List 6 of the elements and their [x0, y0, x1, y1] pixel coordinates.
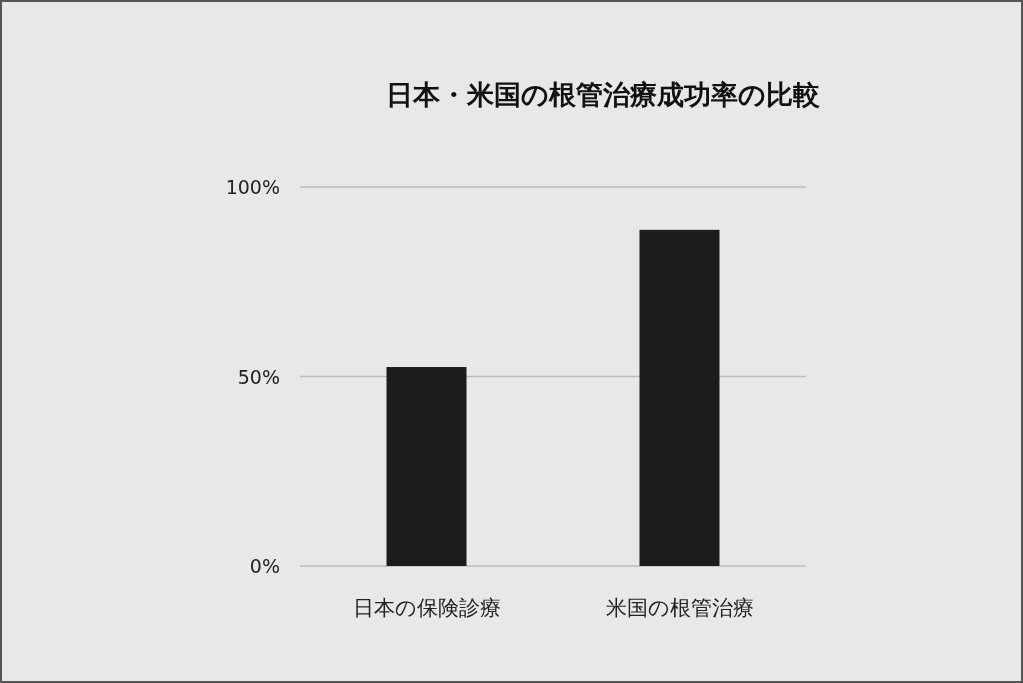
ytick: 100%: [225, 176, 280, 198]
title: 日本・米国の根管治療成功率の比較: [386, 79, 820, 110]
ytick: 0%: [249, 555, 280, 577]
xtick: 日本の保険診療: [352, 596, 501, 620]
xtick: 米国の根管治療: [605, 596, 754, 620]
ytick: 50%: [237, 365, 280, 388]
